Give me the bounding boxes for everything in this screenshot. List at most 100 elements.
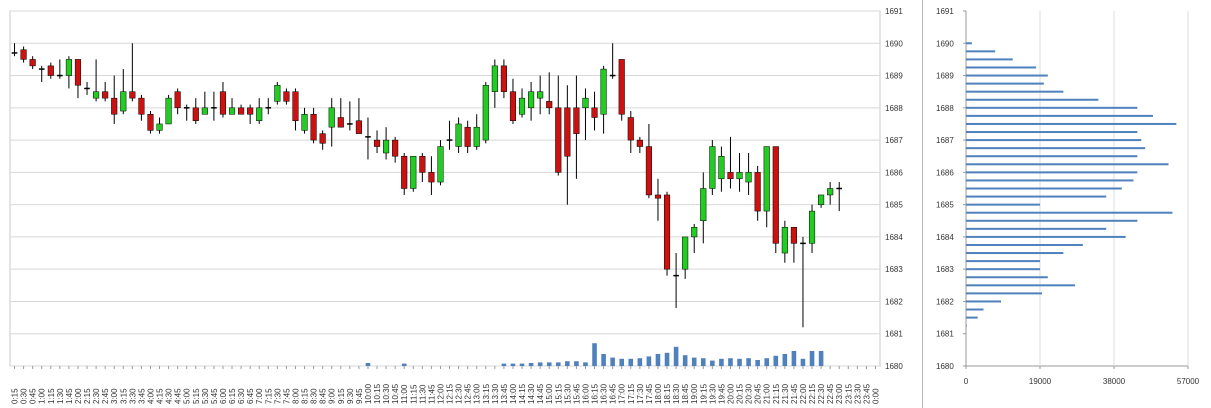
candle-up (763, 146, 770, 212)
candle-up (437, 146, 444, 183)
x-tick-label: 16:45 (609, 383, 618, 404)
profile-bar (966, 82, 1044, 85)
profile-bar (966, 316, 978, 319)
candle-down (283, 91, 290, 102)
x-tick-label: 0:15 (11, 388, 20, 404)
candle-down (373, 139, 381, 147)
volume-bar (628, 358, 634, 366)
x-tick-label: 11:15 (409, 384, 418, 404)
x-tick-label: 10:00 (364, 383, 373, 404)
profile-y-tick-label: 1681 (936, 330, 954, 339)
volume-bar (764, 358, 770, 366)
candlestick-chart: 1680 1681 1682 1683 1684 1685 1686 1687 1688 1689… (9, 7, 903, 404)
candle-down (573, 107, 580, 134)
volume-bar (646, 356, 652, 366)
candle-up (700, 188, 707, 222)
candle-down (727, 172, 734, 180)
volume-bar (773, 355, 779, 366)
x-tick-label: 6:15 (228, 388, 237, 404)
volume-bar (710, 360, 715, 366)
profile-bar (966, 106, 1138, 109)
volume-bar (782, 354, 788, 366)
candle-down (464, 126, 471, 147)
volume-bar (809, 351, 815, 366)
x-tick-label: 12:30 (455, 383, 464, 404)
volume-bar (664, 352, 670, 366)
x-tick-label: 23:30 (853, 383, 862, 404)
profile-bar (966, 58, 1013, 61)
volume-bar (519, 363, 525, 366)
candle-up (818, 194, 825, 205)
volume-bar (691, 357, 697, 366)
profile-y-tick-label: 1684 (936, 233, 954, 242)
profile-x-tick-label: 0 (964, 377, 969, 386)
candle-down (129, 91, 136, 99)
candle-down (618, 59, 625, 115)
x-tick-label: 1:00 (38, 388, 47, 404)
x-tick-label: 12:15 (446, 383, 455, 404)
volume-bar (401, 363, 407, 366)
volume-bar (610, 357, 615, 366)
candle-up (383, 139, 390, 154)
x-tick-label: 15:30 (563, 383, 572, 404)
candle-up (808, 210, 816, 244)
price-axis: 1680 1681 1682 1683 1684 1685 1686 1687 1688 1689… (885, 7, 903, 371)
profile-x-tick-label: 57000 (1177, 377, 1200, 386)
x-tick-label: 19:45 (717, 383, 726, 404)
x-tick-label: 13:30 (491, 383, 500, 404)
candle-down (219, 91, 227, 115)
volume-bar (746, 358, 751, 366)
candle-down (555, 107, 562, 173)
profile-x-tick-label: 38000 (1103, 377, 1126, 386)
candle-up (256, 107, 263, 121)
pane-divider[interactable] (922, 0, 923, 408)
volume-bar (555, 362, 561, 366)
profile-bar (966, 324, 967, 327)
profile-y-tick-label: 1690 (936, 39, 954, 48)
candle-up (582, 97, 589, 109)
y-tick-label: 1689 (885, 72, 903, 81)
profile-y-tick-label: 1680 (936, 362, 954, 371)
candle-down (636, 139, 643, 147)
x-tick-label: 21:15 (772, 383, 781, 404)
x-tick-label: 10:30 (382, 383, 391, 404)
y-tick-label: 1686 (885, 168, 903, 177)
x-tick-label: 18:45 (681, 383, 690, 404)
x-tick-label: 15:45 (572, 383, 581, 404)
profile-bars (966, 42, 1177, 327)
x-tick-label: 4:45 (174, 388, 183, 404)
x-tick-label: 18:15 (663, 383, 672, 404)
candle-down (591, 107, 598, 118)
y-tick-label: 1683 (885, 265, 903, 274)
candle-up (491, 65, 498, 92)
candle-down (663, 194, 671, 270)
volume-bar (601, 354, 606, 366)
x-tick-label: 7:45 (282, 388, 291, 404)
x-tick-label: 11:45 (427, 384, 436, 404)
x-tick-label: 17:45 (645, 383, 654, 404)
candle-down (310, 114, 317, 141)
x-tick-label: 5:45 (210, 388, 219, 404)
candle-down (319, 133, 326, 144)
candle-up (781, 226, 788, 254)
profile-bar (966, 211, 1173, 214)
volume-bar (592, 343, 597, 366)
x-tick-label: 19:30 (708, 383, 717, 404)
candle-down (29, 59, 36, 67)
candles (11, 43, 843, 328)
volume-bar (574, 361, 579, 366)
x-tick-label: 9:00 (328, 388, 337, 404)
candle-down (500, 65, 507, 92)
x-tick-label: 20:30 (745, 383, 754, 404)
profile-bar (966, 243, 1083, 246)
x-tick-label: 9:30 (346, 388, 355, 404)
profile-price-axis: 1680 1681 1682 1683 1684 1685 1686 1687 1688 1689… (936, 7, 966, 371)
x-tick-label: 3:45 (137, 388, 146, 404)
x-tick-label: 0:00 (871, 388, 880, 404)
candle-up (537, 91, 544, 99)
x-tick-label: 10:45 (391, 383, 400, 404)
profile-y-tick-label: 1683 (936, 265, 954, 274)
x-tick-label: 19:15 (699, 383, 708, 404)
profile-bar (966, 50, 996, 53)
x-tick-label: 5:15 (192, 388, 201, 404)
